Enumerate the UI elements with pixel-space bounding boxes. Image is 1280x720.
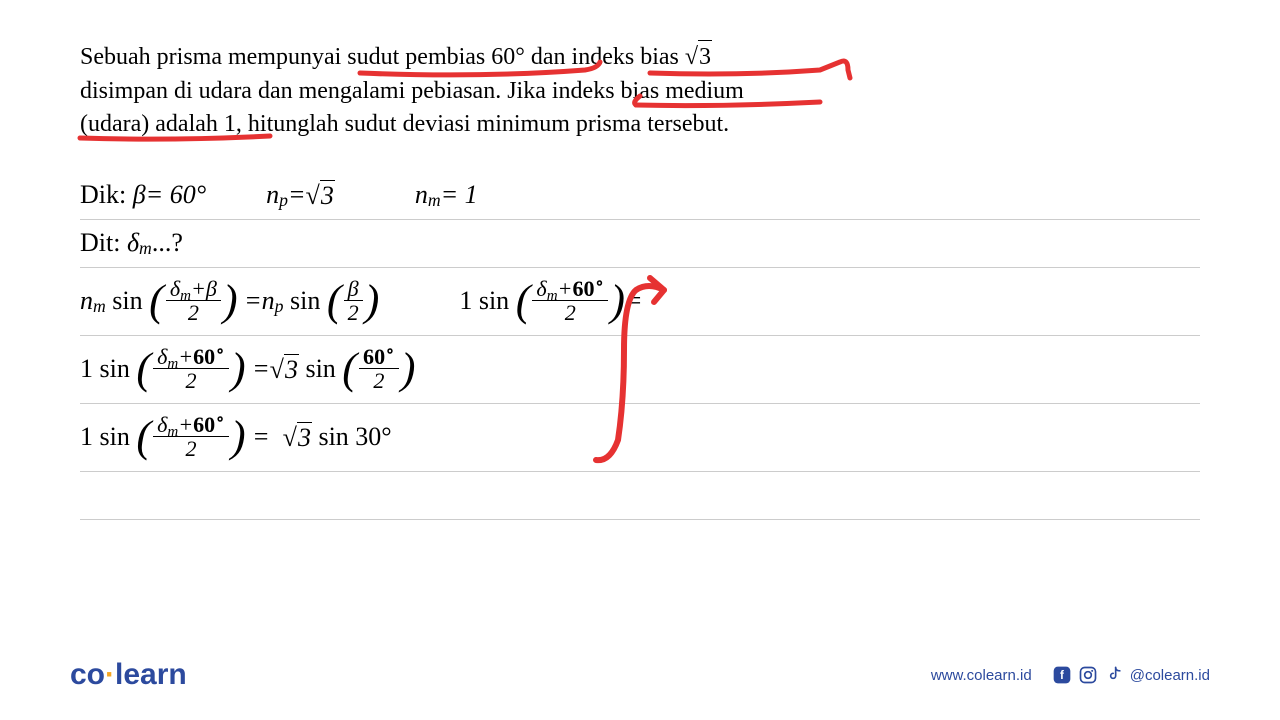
logo-dot: ·	[105, 658, 115, 691]
angle-thirty: 30°	[355, 422, 391, 452]
fraction: δm+β 2	[166, 278, 221, 325]
dit-label: Dit:	[80, 228, 120, 258]
worked-solution: Dik: β= 60° np= √3 nm= 1 Dit: δm...? nm …	[80, 172, 1200, 520]
coefficient-one: 1	[80, 422, 93, 452]
problem-statement: Sebuah prisma mempunyai sudut pembias 60…	[80, 40, 1200, 142]
website-url: www.colearn.id	[931, 667, 1032, 684]
facebook-icon: f	[1052, 665, 1072, 685]
m-subscript: m	[93, 296, 106, 317]
content-area: Sebuah prisma mempunyai sudut pembias 60…	[0, 0, 1280, 520]
logo-co: co	[70, 658, 105, 691]
sin-function: sin	[100, 422, 130, 452]
footer: co·learn www.colearn.id f @colearn.id	[0, 658, 1280, 692]
sqrt-expr: √3	[283, 422, 312, 453]
sin-function: sin	[112, 286, 142, 316]
sqrt-radicand: 3	[284, 354, 299, 385]
footer-right: www.colearn.id f @colearn.id	[931, 665, 1210, 685]
asked-line: Dit: δm...?	[80, 220, 1200, 268]
sqrt-radicand: 3	[297, 422, 312, 453]
sqrt-radicand: 3	[320, 180, 335, 211]
fraction: β 2	[344, 278, 363, 325]
sin-function: sin	[318, 422, 348, 452]
formula-line-2: 1 sin ( δm+60∘ 2 ) =√3 sin ( 60∘ 2 )	[80, 336, 1200, 404]
tiktok-icon	[1104, 665, 1124, 685]
np-symbol: n	[266, 180, 279, 210]
coefficient-one: 1	[459, 286, 472, 316]
dik-label: Dik:	[80, 180, 126, 210]
fraction: δm+60∘ 2	[153, 414, 229, 461]
empty-line	[80, 472, 1200, 520]
np-subscript: p	[279, 190, 288, 211]
delta-symbol: δ	[127, 228, 139, 258]
formula-line-3: 1 sin ( δm+60∘ 2 ) = √3 sin 30°	[80, 404, 1200, 472]
sqrt-expr: √3	[270, 354, 299, 385]
social-handle: @colearn.id	[1130, 667, 1210, 684]
fraction: δm+60∘ 2	[153, 346, 229, 393]
given-line: Dik: β= 60° np= √3 nm= 1	[80, 172, 1200, 220]
sin-function: sin	[100, 354, 130, 384]
equals-trailing: =	[625, 286, 643, 316]
nm-subscript: m	[428, 190, 441, 211]
sin-function: sin	[305, 354, 335, 384]
instagram-icon	[1078, 665, 1098, 685]
delta-subscript: m	[139, 238, 152, 259]
dit-question: ...?	[152, 228, 183, 258]
p-subscript: p	[275, 296, 284, 317]
formula-line-1: nm sin ( δm+β 2 ) =np sin ( β 2 ) 1 sin …	[80, 268, 1200, 336]
fraction: δm+60∘ 2	[532, 278, 608, 325]
problem-line-3: (udara) adalah 1, hitunglah sudut devias…	[80, 108, 1200, 142]
nm-symbol: n	[415, 180, 428, 210]
social-icons: f @colearn.id	[1052, 665, 1210, 685]
n-symbol: n	[80, 286, 93, 316]
logo-learn: learn	[115, 658, 187, 691]
sin-function: sin	[290, 286, 320, 316]
sqrt-expr: √3	[685, 40, 712, 75]
brand-logo: co·learn	[70, 658, 187, 692]
sin-function: sin	[479, 286, 509, 316]
fraction: 60∘ 2	[359, 346, 399, 393]
sqrt-radicand: 3	[698, 40, 712, 75]
text-segment: dan indeks bias	[531, 44, 685, 70]
sqrt-expr: √3	[306, 180, 335, 211]
coefficient-one: 1	[80, 354, 93, 384]
nm-value: = 1	[441, 180, 478, 210]
beta-value: β= 60°	[133, 180, 206, 210]
problem-line-1: Sebuah prisma mempunyai sudut pembias 60…	[80, 40, 1200, 75]
svg-text:f: f	[1060, 669, 1064, 682]
np-equals: =	[288, 180, 306, 210]
text-segment: Sebuah prisma mempunyai sudut pembias 60…	[80, 44, 525, 70]
problem-line-2: disimpan di udara dan mengalami pebiasan…	[80, 75, 1200, 109]
n-symbol: n	[262, 286, 275, 316]
